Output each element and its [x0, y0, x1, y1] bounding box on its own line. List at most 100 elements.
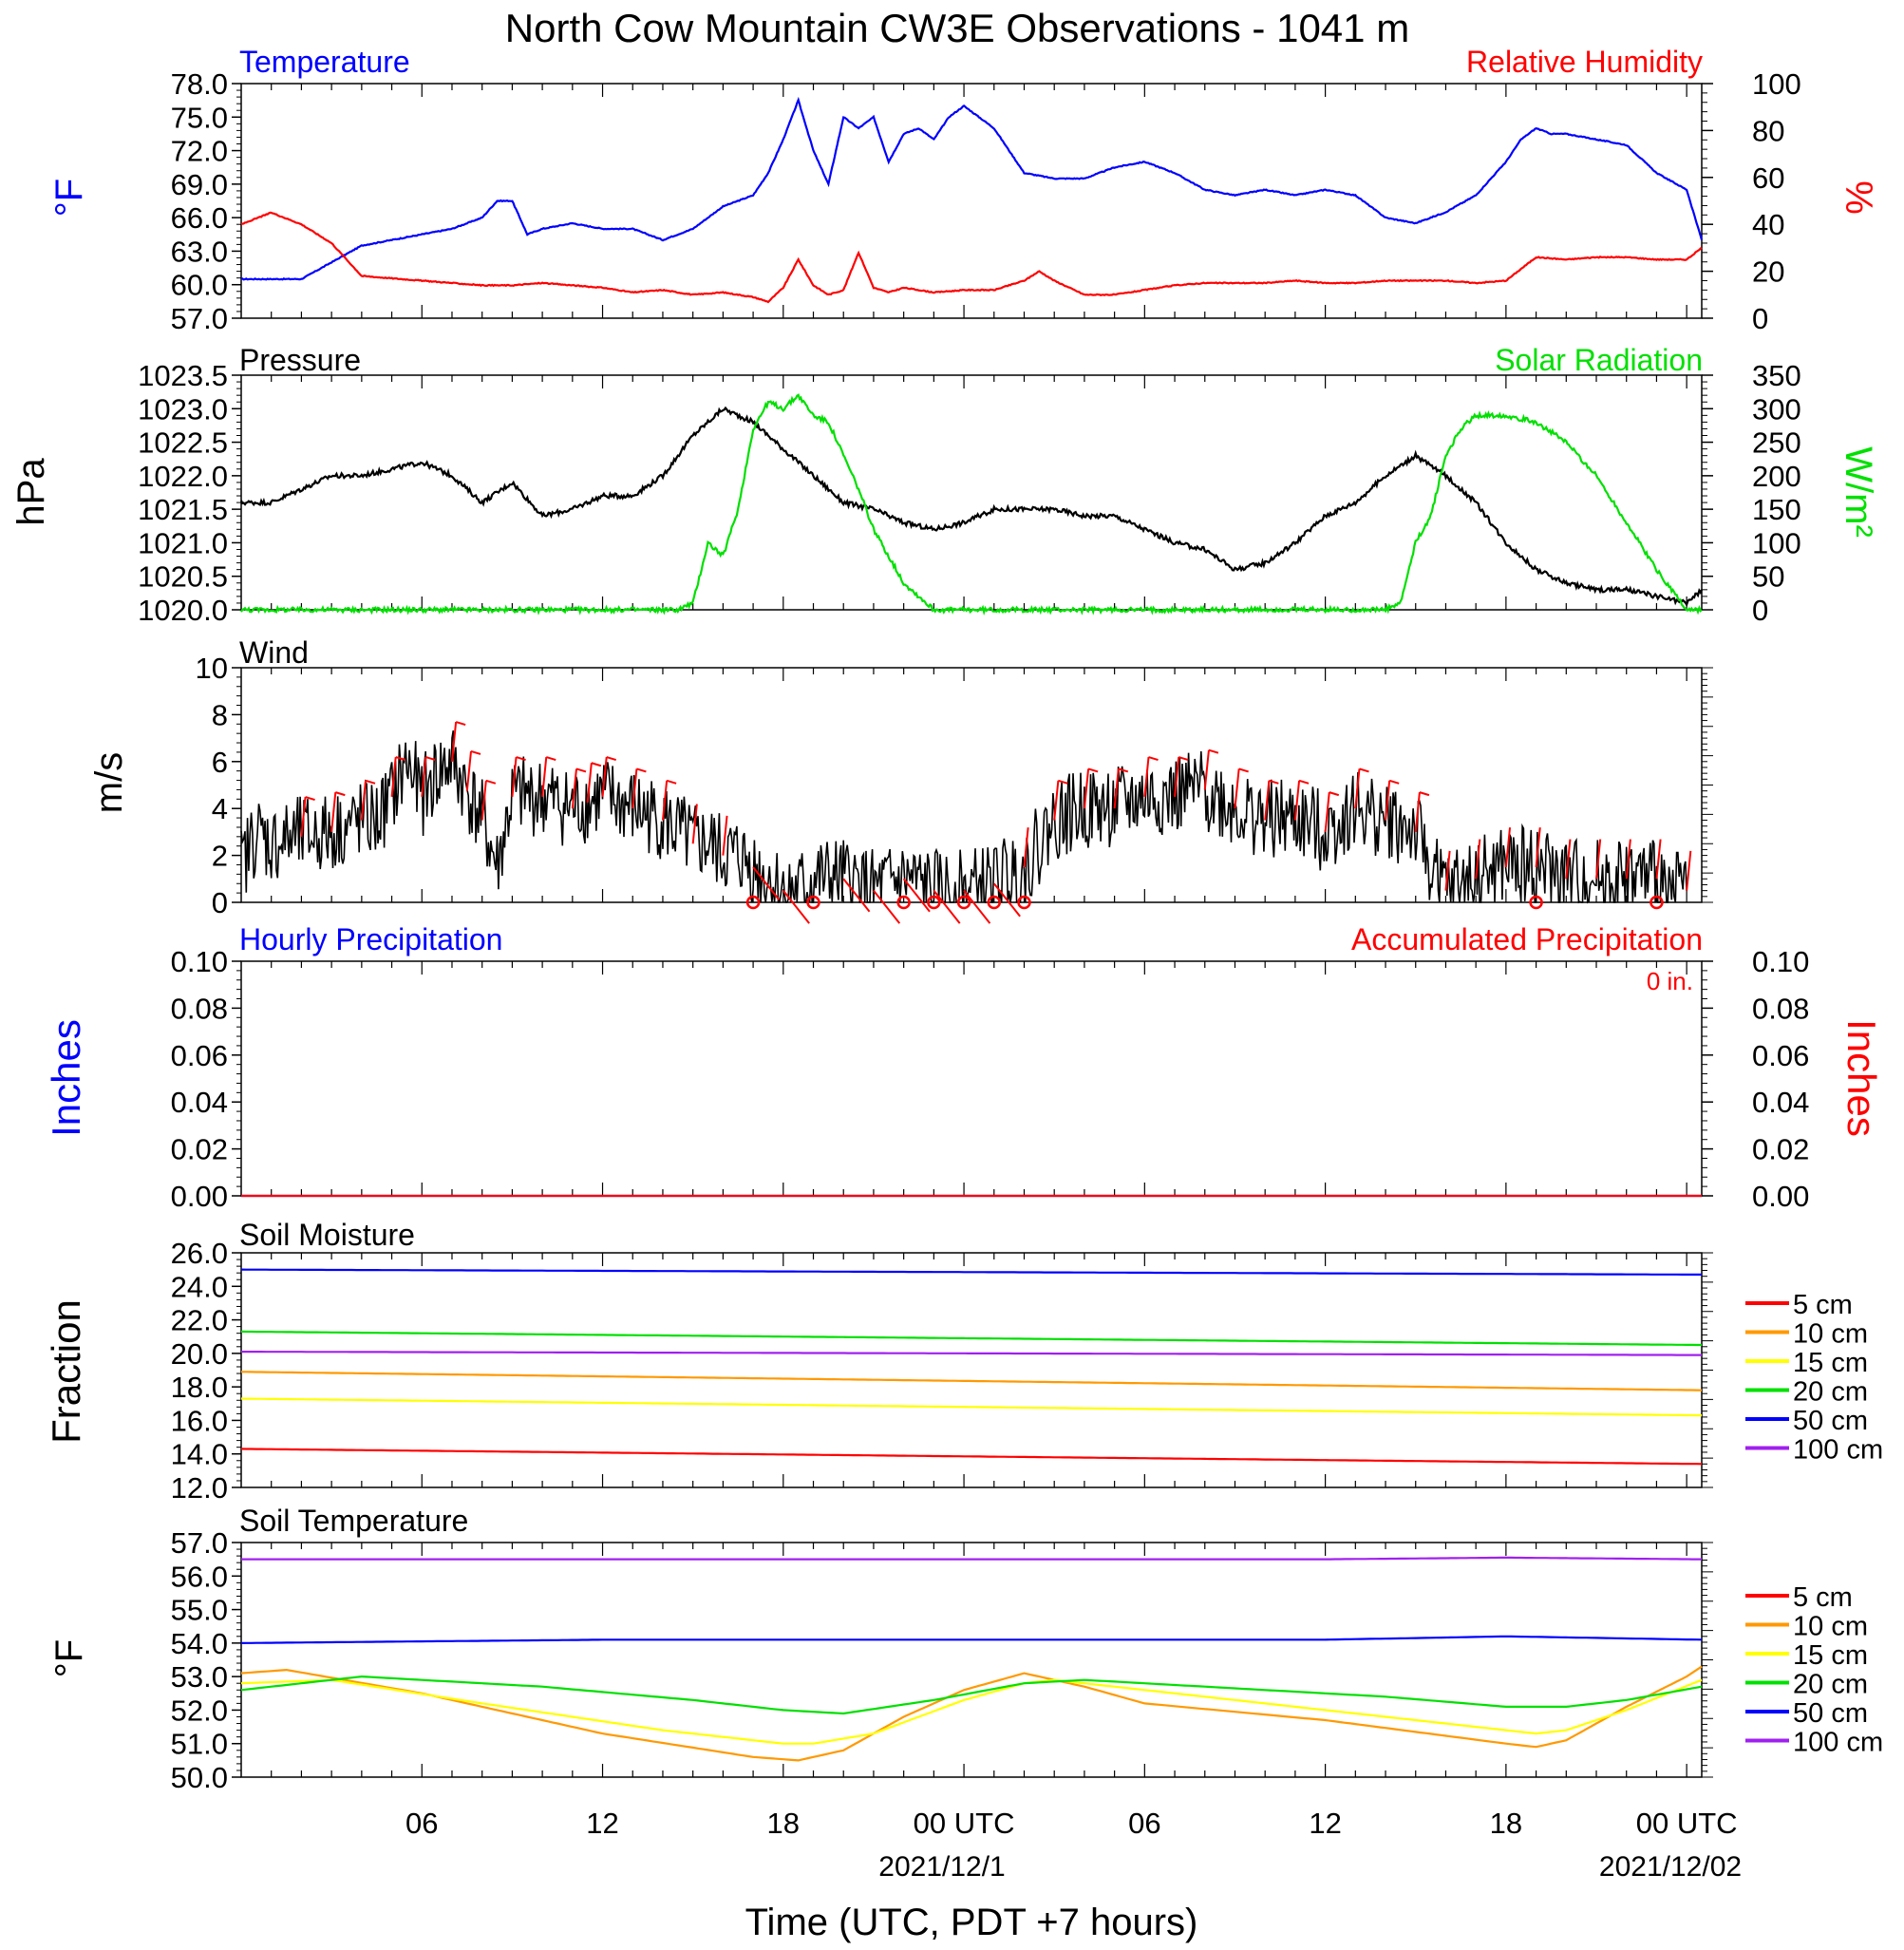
plot-frame: [240, 374, 1703, 611]
wind-barb-flag: [395, 756, 406, 762]
y-right-tick-label: 0: [1752, 302, 1768, 335]
wind-barb-staff: [300, 796, 307, 837]
y-left-tick-label: 55.0: [171, 1594, 228, 1627]
wind-barb-flag: [1238, 767, 1249, 773]
soil-temp-title: Soil Temperature: [239, 1504, 468, 1538]
wind-barb-staff: [1293, 780, 1301, 821]
wind-barb-staff: [1655, 839, 1662, 880]
series-temperature-line: [241, 96, 1704, 281]
wind-barb-staff: [1475, 839, 1481, 880]
y-left-tick-label: 12.0: [171, 1471, 228, 1505]
y-right-tick-label: 0: [1752, 594, 1768, 627]
date-label-1: 2021/12/1: [878, 1851, 1005, 1883]
y-right-tick-label: 100: [1752, 526, 1801, 559]
y-right-tick-label: 0.10: [1752, 945, 1809, 978]
wind-barb-staff: [1414, 792, 1421, 832]
y-left-tick-label: 0.00: [171, 1180, 228, 1213]
legend-label: 20 cm: [1793, 1670, 1868, 1700]
wind-barb-flag: [485, 779, 497, 785]
wind-barb-staff: [571, 768, 577, 809]
legend-label: 5 cm: [1793, 1582, 1853, 1613]
wind-barb-staff: [465, 750, 472, 791]
pressure-axis-label: hPa: [10, 458, 52, 526]
x-tick-label: 06: [405, 1807, 438, 1840]
wind-barb-flag: [1118, 767, 1129, 773]
series-15-cm-line: [240, 1678, 1703, 1745]
wind-barb-staff: [1203, 749, 1210, 790]
y-right-tick-label: 0.06: [1752, 1039, 1809, 1072]
hourly-precip-axis-label: Inches: [44, 1019, 88, 1137]
y-right-tick-label: 250: [1752, 426, 1801, 460]
legend-label: 15 cm: [1793, 1640, 1868, 1671]
wind-barb-flag: [545, 756, 556, 762]
y-left-tick-label: 8: [212, 698, 228, 731]
legend-label: 50 cm: [1793, 1406, 1868, 1436]
legend-label: 5 cm: [1793, 1290, 1853, 1320]
legend-label: 10 cm: [1793, 1612, 1868, 1642]
wind-barb-staff: [1686, 850, 1692, 891]
wind-barb-staff: [1535, 827, 1541, 868]
date-label-2: 2021/12/02: [1599, 1851, 1742, 1883]
time-axis: 06 12 18 00 UTC 06 12 18 00 UTC: [405, 1807, 1738, 1840]
wind-barb-staff: [661, 780, 669, 821]
y-left-tick-label: 1020.0: [138, 594, 228, 627]
y-left-tick-label: 16.0: [171, 1404, 228, 1437]
series-20-cm-line: [240, 1675, 1703, 1715]
series-relative-humidity-line: [240, 211, 1703, 304]
x-axis-label: Time (UTC, PDT +7 hours): [745, 1902, 1198, 1943]
wind-barb-flag: [1148, 756, 1159, 762]
pressure-solar-panel: Pressure Solar Radiation hPa W/m² 1023.5…: [10, 343, 1879, 627]
y-left-tick-label: 1022.0: [138, 460, 228, 493]
y-left-tick-label: 78.0: [171, 67, 228, 101]
wind-barb-staff: [1595, 839, 1602, 880]
y-right-tick-label: 300: [1752, 392, 1801, 426]
wind-barb-flag: [516, 756, 526, 762]
y-right-tick-label: 200: [1752, 460, 1801, 493]
y-left-tick-label: 69.0: [171, 168, 228, 201]
humidity-title: Relative Humidity: [1466, 45, 1703, 79]
x-tick-label: 00 UTC: [1636, 1807, 1738, 1840]
series-10-cm-line: [240, 1665, 1703, 1762]
soil-moisture-axis-label: Fraction: [44, 1299, 88, 1444]
y-right-tick-label: 0.02: [1752, 1133, 1809, 1166]
soil-temp-axis-label: °F: [48, 1639, 90, 1677]
series-50-cm-line: [240, 1268, 1702, 1276]
accum-precip-title: Accumulated Precipitation: [1351, 922, 1703, 956]
wind-barb-flag: [1419, 791, 1430, 797]
y-left-tick-label: 10: [196, 652, 228, 685]
wind-barb-staff: [963, 890, 991, 924]
plot-frame: [240, 1542, 1703, 1778]
soil-moisture-title: Soil Moisture: [239, 1218, 415, 1252]
wind-barb-staff: [933, 890, 961, 924]
wind-barb-flag: [636, 767, 647, 773]
wind-barb-flag: [425, 756, 436, 762]
y-left-tick-label: 1021.0: [138, 526, 228, 559]
y-right-tick-label: 350: [1752, 359, 1801, 392]
wind-barb-staff: [1444, 850, 1451, 891]
wind-barb-staff: [601, 756, 608, 797]
y-right-tick-label: 60: [1752, 161, 1784, 195]
calm-wind-marker: [745, 895, 761, 910]
wind-barb-staff: [1324, 792, 1330, 832]
wind-barb-staff: [1264, 780, 1271, 821]
wind-barb-flag: [1298, 779, 1310, 785]
series-5-cm-line: [240, 1448, 1703, 1466]
legend-label: 10 cm: [1793, 1319, 1868, 1350]
x-tick-label: 12: [586, 1807, 618, 1840]
solar-title: Solar Radiation: [1495, 343, 1703, 377]
y-left-tick-label: 0.04: [171, 1086, 228, 1119]
series-pressure-line: [240, 406, 1704, 608]
wind-barb-staff: [902, 878, 931, 913]
wind-barb-staff: [1625, 839, 1631, 880]
y-left-tick-label: 14.0: [171, 1438, 228, 1471]
figure-title: North Cow Mountain CW3E Observations - 1…: [505, 6, 1409, 50]
wind-barb-flag: [606, 756, 616, 762]
legend-label: 100 cm: [1793, 1728, 1883, 1758]
legend-label: 50 cm: [1793, 1698, 1868, 1729]
wind-barb-staff: [541, 756, 548, 797]
wind-barb-flag: [1269, 779, 1279, 785]
y-right-tick-label: 0.04: [1752, 1086, 1809, 1119]
series-15-cm-line: [240, 1397, 1702, 1417]
calm-wind-marker: [927, 895, 941, 910]
